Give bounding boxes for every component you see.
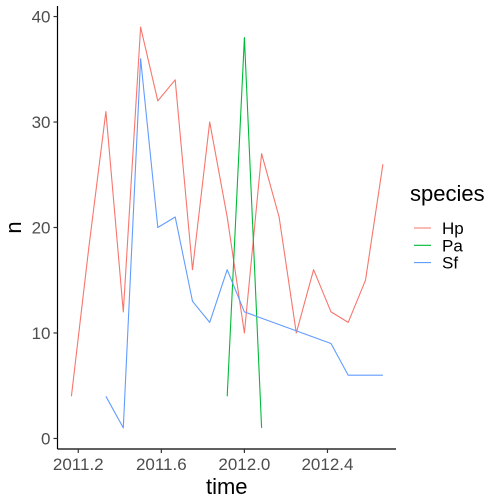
legend-title: species (410, 181, 485, 206)
y-axis-title: n (1, 221, 26, 233)
x-tick-label: 2011.6 (136, 455, 187, 474)
x-tick-label: 2012.4 (301, 455, 353, 474)
legend-label: Pa (442, 236, 463, 255)
y-tick-label: 40 (32, 8, 51, 27)
legend-item-pa: Pa (414, 236, 463, 255)
x-tick-label: 2012.0 (218, 455, 270, 474)
y-axis: 0 10 20 30 40 (32, 6, 59, 449)
y-tick-label: 30 (32, 113, 51, 132)
series-line-sf (105, 58, 383, 429)
legend-item-hp: Hp (414, 219, 464, 238)
y-tick-label: 20 (32, 219, 51, 238)
x-axis: 2011.2 2011.6 2012.0 2012.4 (53, 448, 396, 474)
x-tick-label: 2011.2 (53, 455, 104, 474)
y-tick-label: 0 (41, 429, 50, 448)
plot-area (70, 26, 384, 429)
series-line-hp (70, 26, 384, 397)
legend-item-sf: Sf (414, 254, 458, 273)
series-line-pa (226, 37, 263, 428)
legend-label: Sf (442, 254, 458, 273)
y-tick-label: 10 (32, 324, 51, 343)
legend-label: Hp (442, 219, 464, 238)
x-axis-title: time (206, 474, 248, 499)
